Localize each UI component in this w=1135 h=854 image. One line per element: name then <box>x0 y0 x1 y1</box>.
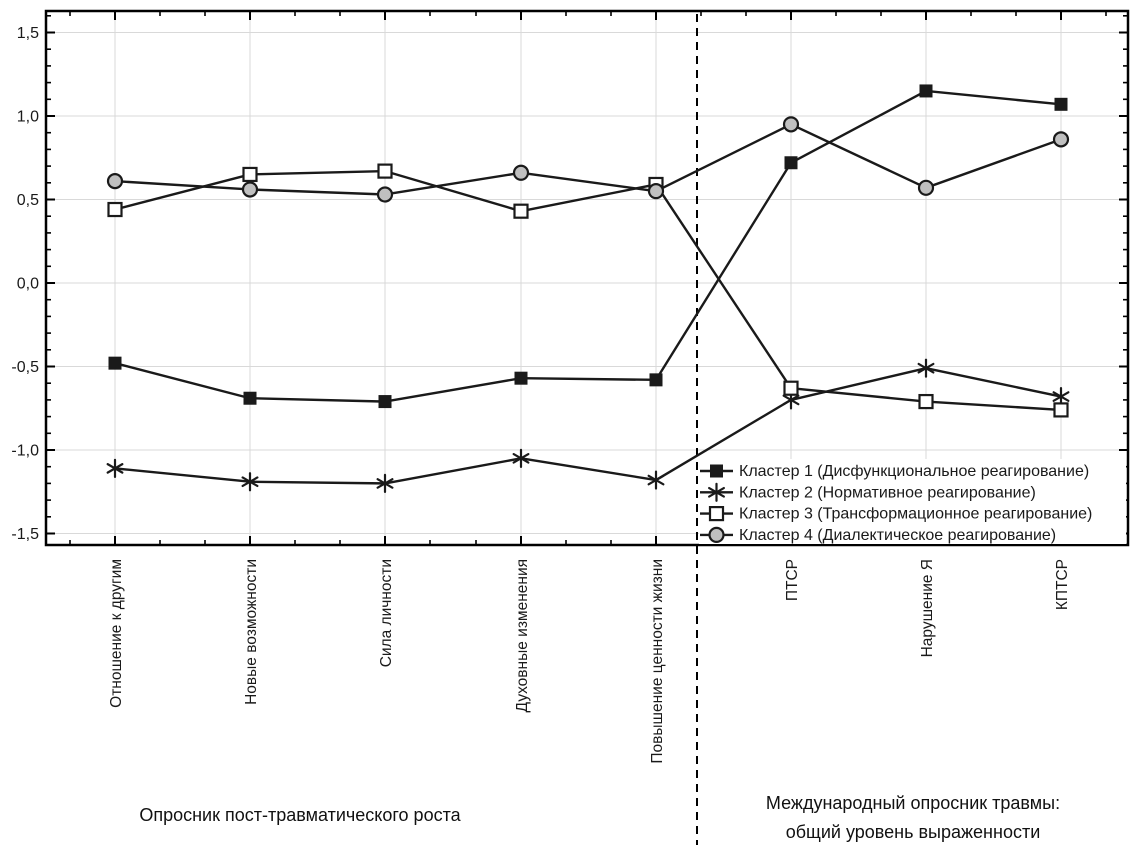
y-tick-label: 0,5 <box>17 192 39 209</box>
marker-open-square <box>918 393 934 410</box>
x-category-label: Повышение ценности жизни <box>649 559 666 764</box>
marker-gray-circle <box>782 116 800 133</box>
marker-gray-circle <box>647 183 665 200</box>
marker-open-square <box>377 163 393 179</box>
marker-open-square <box>107 201 123 218</box>
marker-asterisk-stroke <box>106 463 124 474</box>
x-category-label: Духовные изменения <box>514 559 531 712</box>
y-tick-label: 1,5 <box>17 25 39 42</box>
group-caption-ptg: Опросник пост-травматического роста <box>139 805 461 825</box>
marker-asterisk-stroke <box>512 453 530 464</box>
marker-asterisk-stroke <box>782 394 800 406</box>
legend-background <box>699 459 1126 544</box>
marker-filled-square <box>243 391 257 405</box>
marker-open-square <box>1053 402 1069 418</box>
marker-gray-circle <box>708 526 725 544</box>
x-category-label: Отношение к другим <box>108 559 125 708</box>
marker-gray-circle <box>917 179 935 196</box>
series-line-cluster-4 <box>114 123 1062 196</box>
marker-gray-circle <box>376 186 394 203</box>
marker-filled-square <box>108 356 122 370</box>
marker-gray-circle <box>1052 131 1070 148</box>
y-tick-label: -0,5 <box>11 359 39 376</box>
legend-label-cluster-2: Кластер 2 (Нормативное реагирование) <box>739 484 1036 501</box>
y-tick-label: 0,0 <box>17 276 39 293</box>
marker-filled-square <box>514 371 528 385</box>
x-category-label: КПТСР <box>1054 559 1071 610</box>
marker-open-square <box>242 166 258 183</box>
legend-label-cluster-3: Кластер 3 (Трансформационное реагировани… <box>739 506 1092 523</box>
marker-filled-square <box>784 156 798 170</box>
marker-gray-circle <box>106 173 124 190</box>
marker-asterisk-stroke <box>376 478 394 489</box>
y-tick-label: -1,0 <box>11 443 39 460</box>
marker-asterisk-stroke <box>708 486 725 498</box>
x-category-label: Сила личности <box>378 559 395 667</box>
marker-open-square <box>513 203 529 219</box>
marker-open-square <box>783 380 799 396</box>
x-category-label: ПТСР <box>784 559 801 601</box>
y-tick-label: 1,0 <box>17 109 39 126</box>
marker-asterisk-stroke <box>917 362 935 374</box>
group-caption-iti: Международный опросник травмы: общий уро… <box>722 789 1104 847</box>
marker-filled-square <box>378 395 392 409</box>
group-caption-iti-line1: Международный опросник травмы: <box>765 793 1061 813</box>
plot-border <box>44 9 1130 547</box>
series-line-cluster-1 <box>114 89 1062 403</box>
marker-asterisk-stroke <box>647 474 665 486</box>
marker-filled-square <box>1054 97 1068 111</box>
marker-filled-square <box>919 84 933 98</box>
marker-asterisk-stroke <box>241 476 259 488</box>
marker-gray-circle <box>512 164 530 181</box>
legend-label-cluster-4: Кластер 4 (Диалектическое реагирование) <box>739 527 1056 544</box>
marker-asterisk-stroke <box>1052 391 1070 402</box>
marker-open-square <box>708 506 725 522</box>
y-tick-label: -1,5 <box>11 526 39 543</box>
x-category-label: Новые возможности <box>243 559 260 705</box>
legend-label-cluster-1: Кластер 1 (Дисфункциональное реагировани… <box>739 463 1089 480</box>
marker-filled-square <box>710 464 723 478</box>
series-line-cluster-2 <box>114 366 1062 485</box>
x-category-label: Нарушение Я <box>919 559 936 657</box>
marker-filled-square <box>649 373 663 387</box>
series-line-cluster-3 <box>114 169 1062 412</box>
group-caption-iti-line2: общий уровень выраженности <box>785 822 1041 842</box>
marker-gray-circle <box>241 181 259 198</box>
